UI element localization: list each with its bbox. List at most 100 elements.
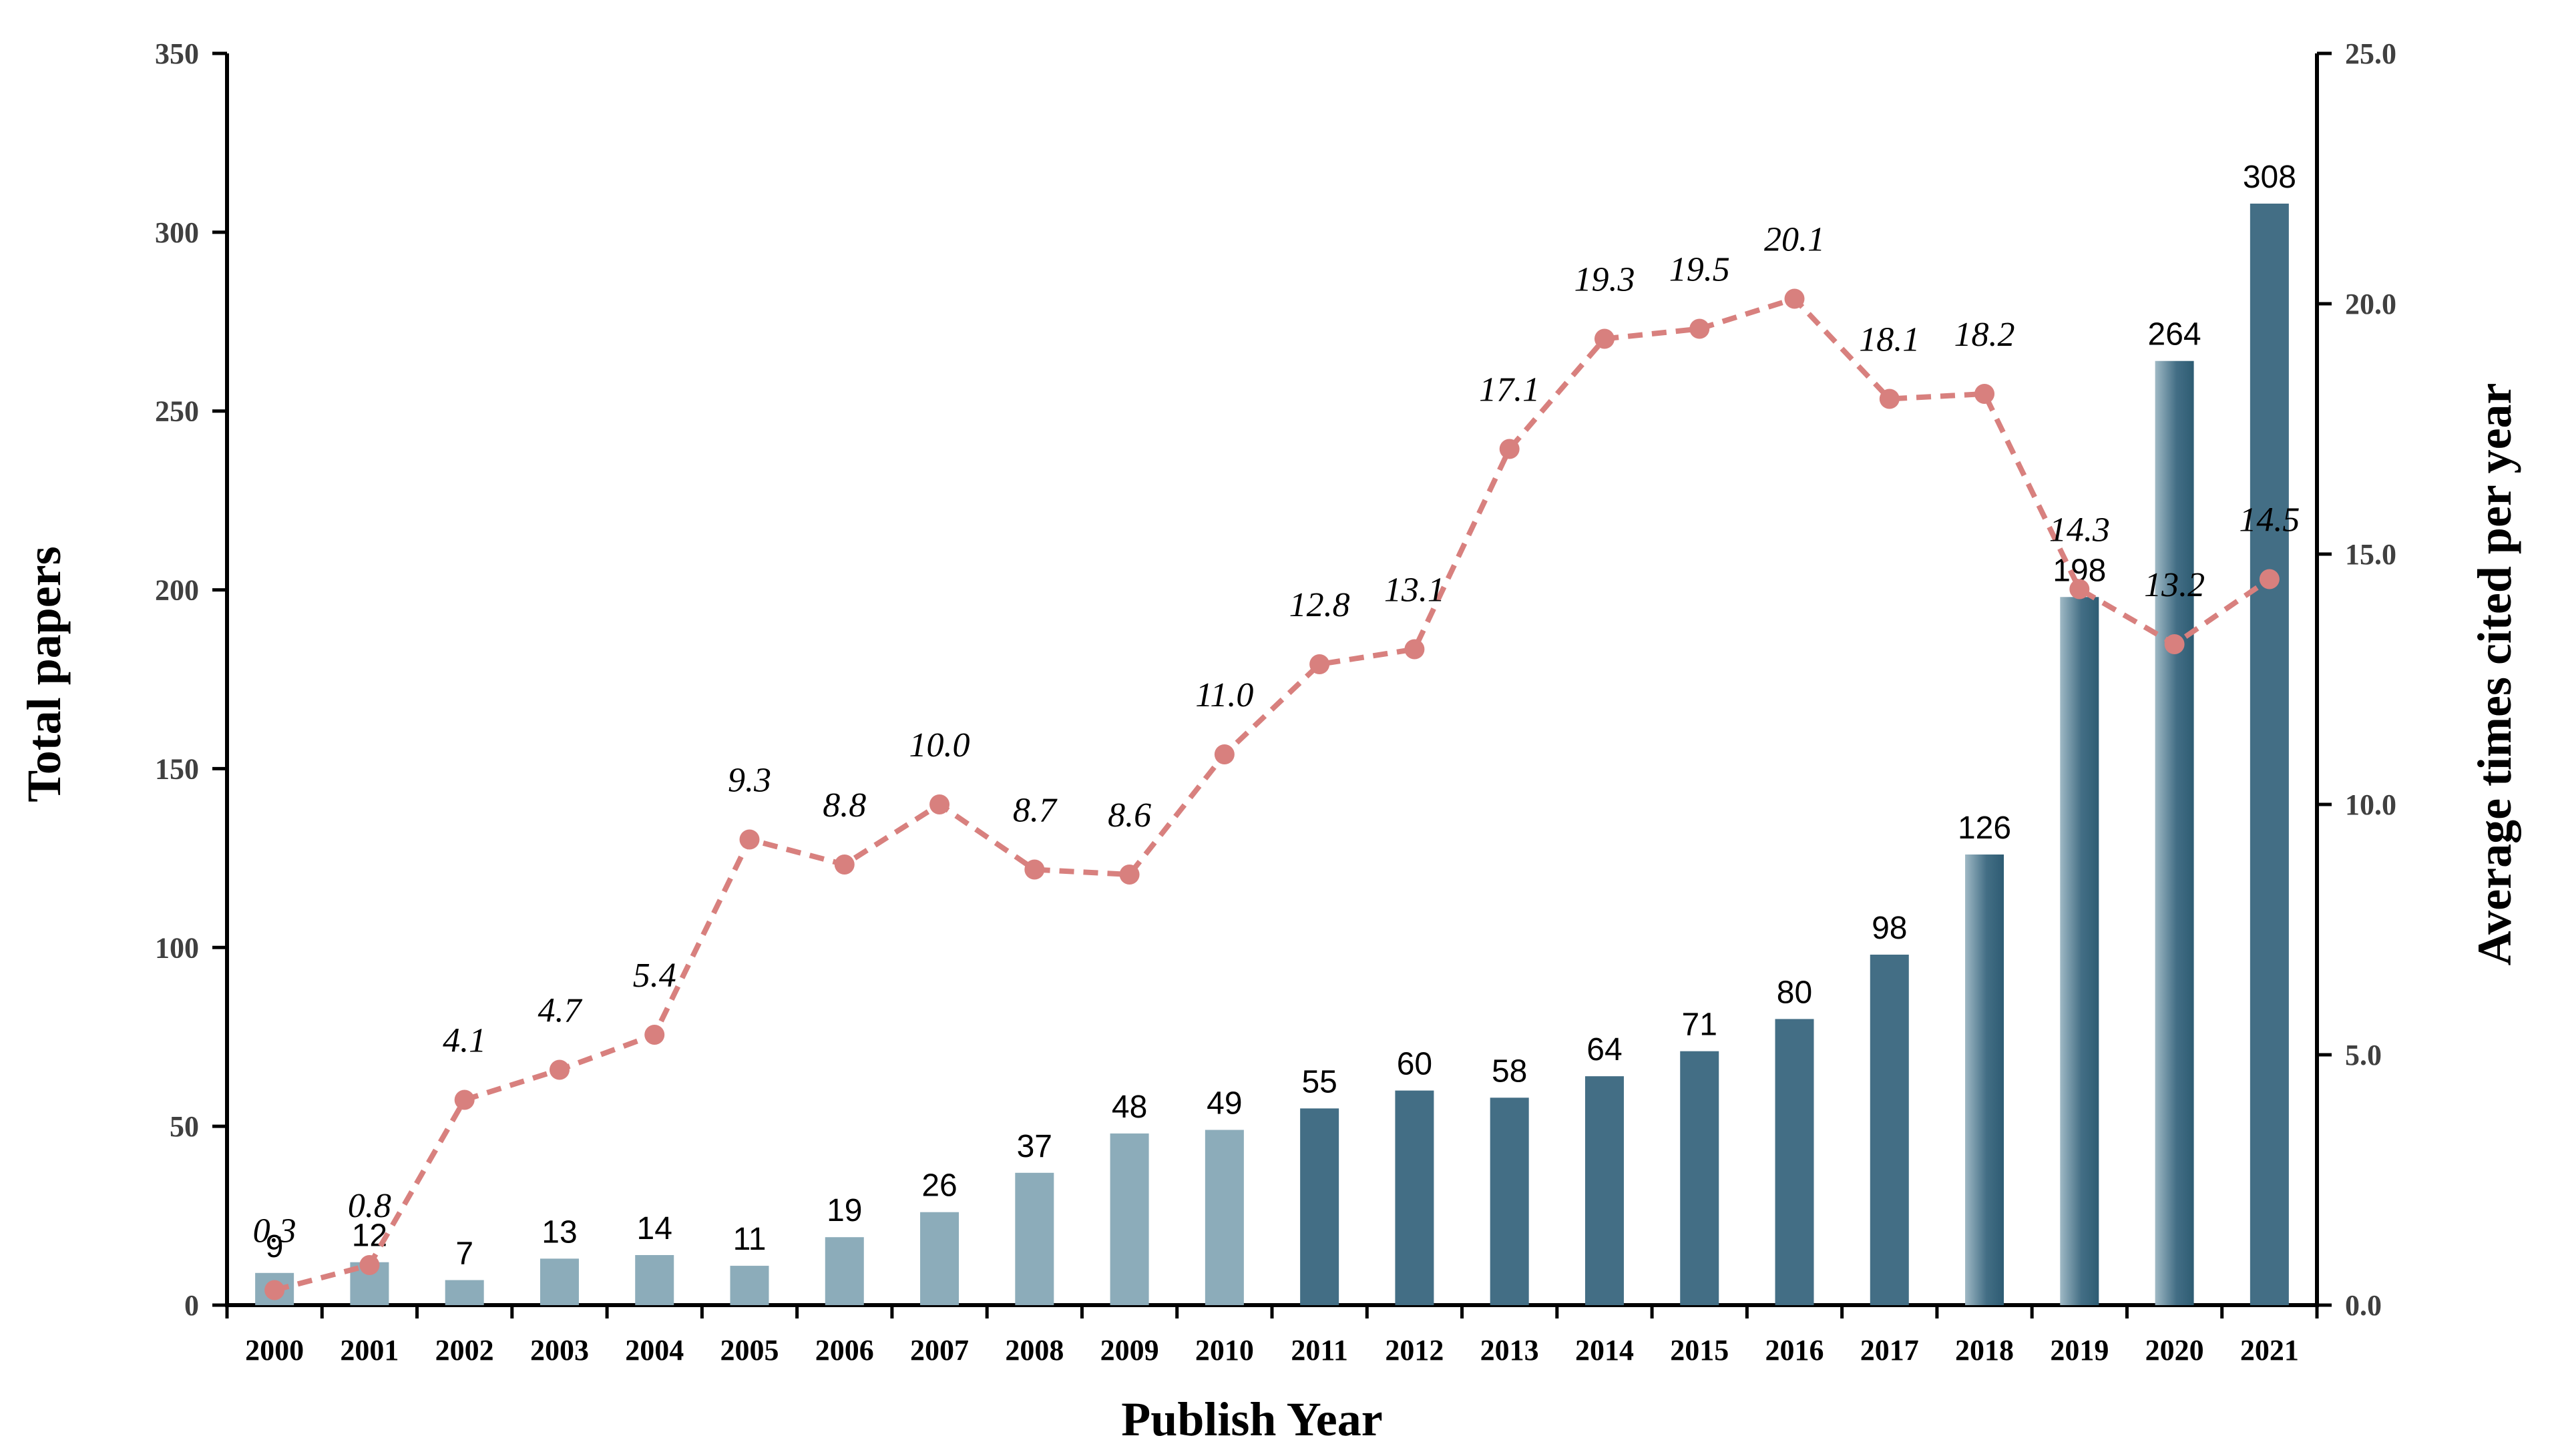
bar-label-2003: 13 — [542, 1214, 577, 1250]
citation-point-2002 — [454, 1089, 475, 1110]
citation-point-2004 — [644, 1025, 665, 1045]
citation-point-2012 — [1404, 639, 1425, 660]
y-tick-label: 300 — [155, 216, 199, 249]
x-tick-label: 2013 — [1480, 1334, 1539, 1367]
bar-label-2005: 11 — [733, 1222, 767, 1257]
x-axis-title: Publish Year — [1121, 1393, 1382, 1446]
bar-2003 — [540, 1258, 579, 1305]
bar-label-2012: 60 — [1397, 1047, 1432, 1082]
x-tick-label: 2001 — [340, 1334, 399, 1367]
x-tick-label: 2010 — [1195, 1334, 1254, 1367]
y2-axis-title: Average times cited per year — [2468, 383, 2521, 966]
citation-point-2020 — [2164, 634, 2185, 654]
bar-label-2006: 19 — [827, 1193, 862, 1228]
citation-point-2007 — [929, 794, 950, 814]
citation-point-2006 — [834, 855, 855, 875]
citation-label-2017: 18.1 — [1859, 321, 1920, 359]
titles-layer: Publish Year Total papers Average times … — [17, 383, 2521, 1446]
y-tick-label: 0 — [184, 1289, 199, 1322]
bar-label-2015: 71 — [1682, 1007, 1717, 1043]
citation-point-2009 — [1119, 865, 1140, 885]
citation-point-2021 — [2259, 569, 2280, 589]
bar-label-2014: 64 — [1586, 1032, 1622, 1067]
citation-label-2018: 18.2 — [1954, 316, 2015, 354]
x-tick-label: 2018 — [1955, 1334, 2014, 1367]
x-tick-label: 2017 — [1860, 1334, 1919, 1367]
x-tick-label: 2000 — [245, 1334, 304, 1367]
bar-label-2001: 12 — [352, 1218, 387, 1254]
x-tick-label: 2009 — [1100, 1334, 1159, 1367]
bar-2018 — [1965, 855, 2004, 1305]
bar-label-2008: 37 — [1017, 1129, 1052, 1164]
bar-2017 — [1870, 955, 1909, 1305]
y-tick-label: 250 — [155, 395, 199, 428]
citation-label-2006: 8.8 — [823, 786, 866, 824]
bar-label-2018: 126 — [1958, 810, 2011, 846]
citation-point-2008 — [1024, 859, 1045, 880]
bar-2021 — [2250, 204, 2289, 1305]
citation-point-2014 — [1594, 328, 1615, 349]
y2-tick-label: 15.0 — [2345, 538, 2396, 571]
bar-2002 — [445, 1280, 484, 1305]
y2-tick-label: 25.0 — [2345, 37, 2396, 70]
bar-label-2021: 308 — [2243, 160, 2296, 195]
bar-2012 — [1395, 1090, 1434, 1305]
citation-point-2005 — [739, 829, 760, 850]
citation-label-2014: 19.3 — [1574, 261, 1635, 299]
bar-label-2010: 49 — [1207, 1086, 1242, 1122]
bar-label-2000: 9 — [266, 1229, 284, 1264]
line-layer — [264, 288, 2280, 1300]
citation-point-2016 — [1784, 288, 1805, 309]
bar-2020 — [2155, 360, 2194, 1305]
bar-2011 — [1300, 1108, 1339, 1305]
citation-label-2001: 0.8 — [348, 1187, 391, 1225]
y2-tick-label: 10.0 — [2345, 788, 2396, 821]
citation-label-2004: 5.4 — [633, 957, 676, 995]
bar-label-2002: 7 — [455, 1236, 473, 1272]
citation-point-2019 — [2069, 579, 2090, 599]
x-tick-label: 2011 — [1291, 1334, 1348, 1367]
x-tick-label: 2015 — [1670, 1334, 1729, 1367]
citation-label-2013: 17.1 — [1479, 371, 1540, 409]
citation-label-2021: 14.5 — [2239, 501, 2300, 539]
citation-label-2008: 8.7 — [1013, 792, 1058, 830]
y-tick-label: 200 — [155, 574, 199, 607]
citation-label-2005: 9.3 — [728, 762, 771, 800]
bar-2015 — [1680, 1051, 1719, 1305]
citation-label-2020: 13.2 — [2144, 566, 2205, 604]
bars-layer — [255, 204, 2289, 1306]
x-tick-label: 2007 — [910, 1334, 969, 1367]
citation-point-2001 — [359, 1255, 380, 1275]
citation-label-2010: 11.0 — [1195, 676, 1253, 714]
citation-point-2015 — [1689, 318, 1710, 339]
line-labels-layer: 0.3 0.8 4.1 4.7 5.4 9.3 8.8 10.0 8.7 8.6 11.0 12.8 1… — [253, 221, 2300, 1250]
citation-label-2000: 0.3 — [253, 1212, 296, 1250]
bar-label-2016: 80 — [1777, 975, 1812, 1010]
bar-2013 — [1490, 1098, 1529, 1305]
citation-point-2017 — [1879, 389, 1900, 409]
bar-2004 — [635, 1255, 674, 1305]
citation-label-2015: 19.5 — [1669, 251, 1730, 289]
citation-point-2003 — [549, 1059, 570, 1080]
bar-2010 — [1205, 1130, 1244, 1305]
bar-label-2009: 48 — [1112, 1089, 1147, 1125]
citation-label-2002: 4.1 — [443, 1022, 486, 1060]
x-tick-label: 2020 — [2145, 1334, 2204, 1367]
bar-label-2011: 55 — [1301, 1064, 1337, 1100]
citation-point-2000 — [264, 1280, 285, 1300]
x-tick-label: 2006 — [815, 1334, 874, 1367]
citation-label-2007: 10.0 — [909, 726, 970, 764]
bar-2009 — [1110, 1133, 1149, 1305]
x-tick-label: 2021 — [2240, 1334, 2299, 1367]
y2-tick-label: 0.0 — [2345, 1289, 2382, 1322]
bar-label-2004: 14 — [637, 1211, 672, 1246]
citation-point-2018 — [1974, 384, 1995, 404]
bar-2016 — [1775, 1019, 1814, 1305]
x-tick-label: 2019 — [2050, 1334, 2109, 1367]
y-tick-label: 350 — [155, 37, 199, 70]
x-tick-label: 2003 — [530, 1334, 589, 1367]
bar-2019 — [2060, 597, 2099, 1306]
bar-label-2020: 264 — [2148, 317, 2201, 352]
citation-line — [274, 296, 2272, 1293]
